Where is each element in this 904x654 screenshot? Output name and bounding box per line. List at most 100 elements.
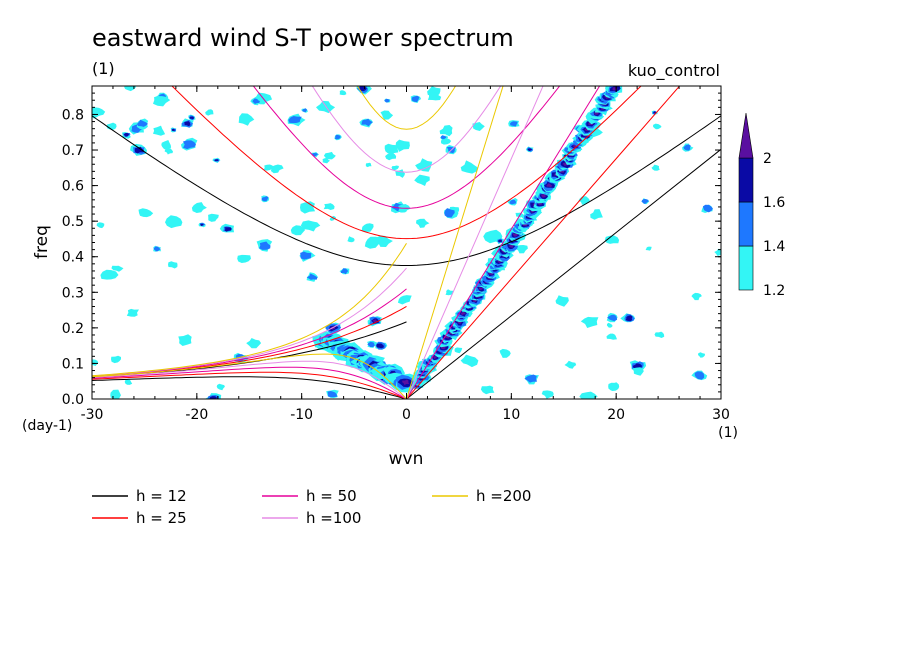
spectrum-patch [153, 125, 166, 136]
rossby-curve [92, 353, 407, 399]
spectrum-patch [323, 203, 335, 210]
y-tick-label: 0.0 [62, 392, 84, 408]
spectrum-patch [524, 374, 538, 383]
x-axis-label: wvn [389, 449, 424, 469]
spectrum-patch [252, 98, 260, 104]
spectrum-patch [134, 146, 144, 154]
spectrum-patch [541, 390, 554, 399]
gravity-curve [92, 115, 721, 266]
rossby-curve [92, 376, 407, 399]
spectrum-patch [306, 273, 318, 280]
spectrum-patch [200, 223, 204, 226]
spectrum-patch [541, 194, 546, 198]
axis-ticks: -30 -20 -10 0 10 20 30 0.0 0.1 0.2 0.3 0.4 0.5 0.6 0.7… [62, 85, 730, 423]
spectrum-patch [546, 183, 552, 188]
x-axis-unit: (1) [718, 425, 738, 441]
spectrum-patch [100, 269, 119, 280]
x-tick-label: -10 [290, 407, 313, 423]
x-tick-label: 10 [502, 407, 520, 423]
chart-title: eastward wind S-T power spectrum [92, 24, 514, 52]
x-tick-label: 20 [607, 407, 625, 423]
spectrum-patch [189, 116, 195, 120]
spectrum-patch [302, 108, 308, 113]
spectrum-patch [527, 148, 532, 152]
spectrum-patch [415, 158, 433, 172]
colorbar-arrow [738, 112, 754, 159]
spectrum-patch [395, 139, 410, 152]
spectrum-patch [683, 144, 691, 151]
spectrum-patch [184, 121, 191, 127]
spectrum-patch [372, 319, 377, 323]
spectrum-patch [555, 295, 569, 307]
spectrum-patch [380, 110, 394, 120]
spectrum-patch [164, 148, 173, 155]
spectrum-patch [261, 196, 269, 202]
spectrum-patch [460, 311, 466, 315]
spectrum-patch [347, 236, 355, 243]
dispersion-curves [92, 86, 721, 399]
spectrum-patch [411, 95, 420, 103]
gravity-curve [356, 86, 457, 130]
spectrum-patch [608, 382, 619, 391]
spectrum-patch [499, 348, 511, 358]
spectrum-patch [92, 359, 99, 366]
kelvin-curve [406, 86, 504, 399]
spectrum-patch [339, 90, 347, 96]
spectrum-patch [123, 133, 129, 137]
legend-label: h = 50 [306, 487, 357, 505]
gravity-curve [252, 86, 561, 209]
colorbar-label: 1.6 [763, 195, 785, 211]
mrg-curve [92, 243, 407, 377]
spectrum-patch [454, 347, 463, 354]
kelvin-curve [406, 86, 601, 399]
spectrum-patch [594, 112, 599, 115]
spectrum-patch [395, 169, 405, 178]
spectrum-patch [508, 244, 514, 248]
rossby-curve [92, 360, 407, 399]
y-tick-label: 0.3 [62, 285, 84, 301]
x-tick-label: -20 [185, 407, 208, 423]
colorbar-label: 1.4 [763, 239, 785, 255]
spectrum-patch [384, 98, 390, 103]
spectrum-patch [138, 208, 154, 218]
power-spectrum-shading [92, 86, 721, 399]
spectrum-patch [367, 341, 375, 348]
spectrum-patch [161, 140, 172, 150]
spectrum-patch [654, 331, 665, 338]
spectrum-patch [300, 220, 321, 232]
spectrum-patch [361, 223, 374, 232]
spectrum-patch [580, 316, 599, 328]
colorbar-label: 1.2 [763, 283, 785, 299]
spectrum-patch [364, 236, 382, 249]
spectrum-patch [365, 162, 372, 168]
spectrum-patch [433, 356, 437, 360]
y-axis-label: freq [32, 225, 52, 259]
spectrum-patch [316, 100, 336, 114]
spectrum-patch [96, 222, 105, 229]
spectrum-patch [288, 116, 302, 124]
spectrum-patch [694, 371, 705, 380]
spectrum-patch [124, 86, 137, 92]
spectrum-patch [137, 119, 148, 127]
y-axis-unit: (day-1) [22, 418, 72, 434]
chart-subtitle-experiment: kuo_control [628, 61, 720, 81]
spectrum-patch [340, 268, 349, 275]
x-tick-label: 0 [402, 407, 411, 423]
spectrum-patch [300, 201, 316, 214]
spectrum-patch [590, 209, 603, 220]
spectrum-patch [497, 239, 502, 243]
spectrum-patch [235, 354, 247, 362]
colorbar-segment [738, 201, 754, 247]
spectrum-patch [402, 379, 410, 385]
spectrum-patch [171, 128, 176, 131]
x-tick-label: 30 [712, 407, 730, 423]
spectrum-patch [510, 121, 518, 127]
spectrum-patch [478, 287, 483, 291]
spectrum-patch [460, 354, 479, 368]
spectrum-patch [224, 227, 232, 232]
spectrum-patch [124, 379, 133, 385]
spectrum-patch [641, 199, 649, 204]
spectrum-patch [439, 125, 453, 137]
spectrum-patch [209, 396, 217, 399]
